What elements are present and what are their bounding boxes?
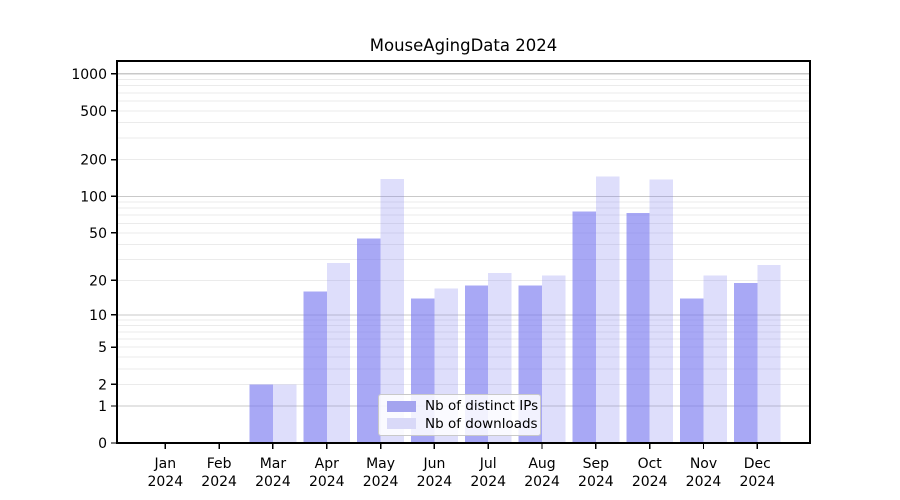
x-tick-month: Jun — [422, 456, 445, 472]
bar-nb-of-distinct-ips — [303, 291, 327, 443]
minor-gridlines — [117, 78, 810, 385]
x-tick-year: 2024 — [632, 474, 668, 490]
y-tick-label: 1000 — [71, 67, 107, 83]
y-tick-label: 5 — [98, 340, 107, 356]
x-tick-month: Jul — [479, 456, 497, 472]
x-tick-year: 2024 — [686, 474, 722, 490]
x-tick-year: 2024 — [201, 474, 237, 490]
bar-nb-of-distinct-ips — [680, 298, 704, 443]
x-tick-month: Apr — [315, 456, 339, 472]
legend-swatch-distinct-ips — [387, 400, 416, 412]
y-axis-ticks: 0 1 2 5 10 20 50 100 200 500 1000 — [71, 67, 117, 452]
x-tick-month: Jan — [154, 456, 177, 472]
x-tick-year: 2024 — [417, 474, 453, 490]
y-tick-label: 100 — [80, 189, 107, 205]
bar-nb-of-downloads — [542, 275, 566, 443]
bar-nb-of-downloads — [595, 176, 620, 444]
bar-nb-of-downloads — [757, 264, 781, 443]
x-axis-ticks: Jan 2024 Feb 2024 Mar 2024 Apr 2024 May 2024 Jun 20… — [147, 443, 775, 490]
bar-nb-of-downloads — [703, 275, 727, 443]
y-tick-label: 10 — [89, 308, 107, 324]
bar-nb-of-downloads — [326, 263, 351, 443]
x-tick-month: Feb — [207, 456, 232, 472]
bar-nb-of-distinct-ips — [249, 384, 273, 443]
x-tick-year: 2024 — [739, 474, 775, 490]
bar-nb-of-distinct-ips — [733, 282, 758, 443]
legend-label-distinct-ips: Nb of distinct IPs — [425, 398, 539, 415]
bar-nb-of-downloads — [272, 384, 297, 443]
x-tick-month: Oct — [638, 456, 663, 472]
bar-nb-of-downloads — [380, 178, 404, 443]
x-tick-month: May — [366, 456, 395, 472]
x-tick-month: Dec — [744, 456, 771, 472]
legend-swatch-downloads — [387, 418, 416, 430]
y-tick-label: 0 — [98, 436, 107, 452]
legend-row-downloads: Nb of downloads — [387, 416, 540, 432]
bars-downloads — [272, 176, 781, 444]
x-tick-month: Nov — [690, 456, 717, 472]
x-tick-year: 2024 — [578, 474, 614, 490]
x-tick-year: 2024 — [363, 474, 399, 490]
y-tick-label: 200 — [80, 153, 107, 169]
y-tick-label: 500 — [80, 104, 107, 120]
bar-nb-of-distinct-ips — [572, 211, 596, 443]
legend-label-downloads: Nb of downloads — [425, 415, 538, 432]
bar-nb-of-downloads — [649, 179, 674, 444]
y-tick-label: 20 — [89, 273, 107, 289]
x-tick-month: Sep — [583, 456, 610, 472]
bar-nb-of-distinct-ips — [626, 212, 650, 443]
x-tick-year: 2024 — [470, 474, 506, 490]
bar-nb-of-distinct-ips — [357, 238, 381, 443]
x-tick-month: Mar — [260, 456, 287, 472]
x-tick-month: Aug — [528, 456, 555, 472]
x-tick-year: 2024 — [147, 474, 183, 490]
x-tick-year: 2024 — [524, 474, 560, 490]
y-tick-label: 2 — [98, 377, 107, 393]
y-tick-label: 1 — [98, 399, 107, 415]
x-tick-year: 2024 — [309, 474, 345, 490]
plot-border — [116, 60, 811, 444]
chart-title: MouseAgingData 2024 — [369, 36, 558, 55]
x-tick-year: 2024 — [255, 474, 291, 490]
legend-row-distinct-ips: Nb of distinct IPs — [387, 398, 540, 414]
y-tick-label: 50 — [89, 226, 107, 242]
legend: Nb of distinct IPs Nb of downloads — [378, 394, 541, 436]
